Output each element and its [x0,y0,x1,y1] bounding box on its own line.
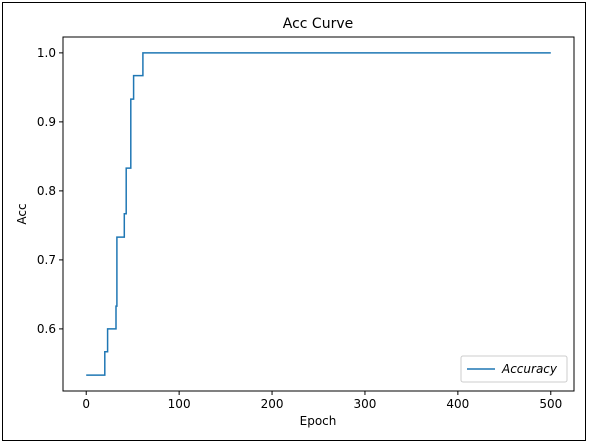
x-axis-ticks: 0 100 200 300 400 500 [82,391,562,411]
y-tick-label: 0.8 [37,184,56,198]
legend: Accuracy [460,355,568,383]
y-tick-label: 1.0 [37,46,56,60]
x-axis-label: Epoch [300,414,337,428]
accuracy-series-line [86,52,551,376]
y-tick-label: 0.6 [37,322,56,336]
y-tick-label: 0.9 [37,115,56,129]
plot-area [62,36,575,392]
y-axis-ticks: 0.6 0.7 0.8 0.9 1.0 [37,46,63,336]
y-axis-label: Acc [15,203,29,224]
legend-label-accuracy: Accuracy [501,362,558,376]
x-tick-label: 500 [539,397,562,411]
chart-title: Acc Curve [283,16,353,32]
y-tick-label: 0.7 [37,253,56,267]
x-tick-label: 400 [446,397,469,411]
x-tick-label: 0 [82,397,90,411]
legend-box [460,355,568,383]
x-tick-label: 300 [354,397,377,411]
x-tick-label: 200 [261,397,284,411]
x-tick-label: 100 [168,397,191,411]
